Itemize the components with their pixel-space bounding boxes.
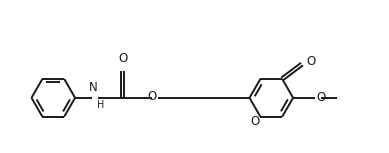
Text: O: O — [316, 91, 325, 104]
Text: O: O — [251, 115, 260, 128]
Text: H: H — [97, 100, 104, 110]
Text: O: O — [118, 52, 127, 65]
Text: O: O — [306, 55, 315, 68]
Text: N: N — [89, 81, 97, 94]
Text: O: O — [148, 90, 157, 103]
